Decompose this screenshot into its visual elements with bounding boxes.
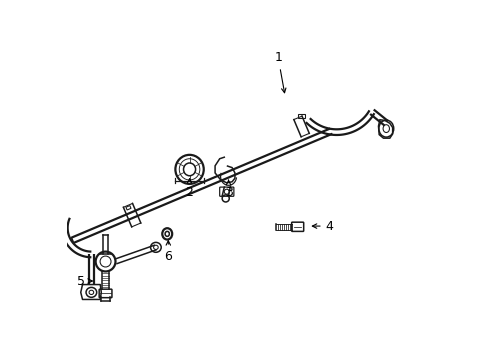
- Text: 2: 2: [185, 179, 193, 199]
- Text: 3: 3: [224, 180, 232, 199]
- Text: 5: 5: [77, 275, 92, 288]
- Text: 4: 4: [312, 220, 333, 233]
- Text: 1: 1: [274, 51, 285, 93]
- Bar: [297, 114, 305, 118]
- Text: 6: 6: [164, 241, 172, 263]
- Bar: [126, 206, 131, 210]
